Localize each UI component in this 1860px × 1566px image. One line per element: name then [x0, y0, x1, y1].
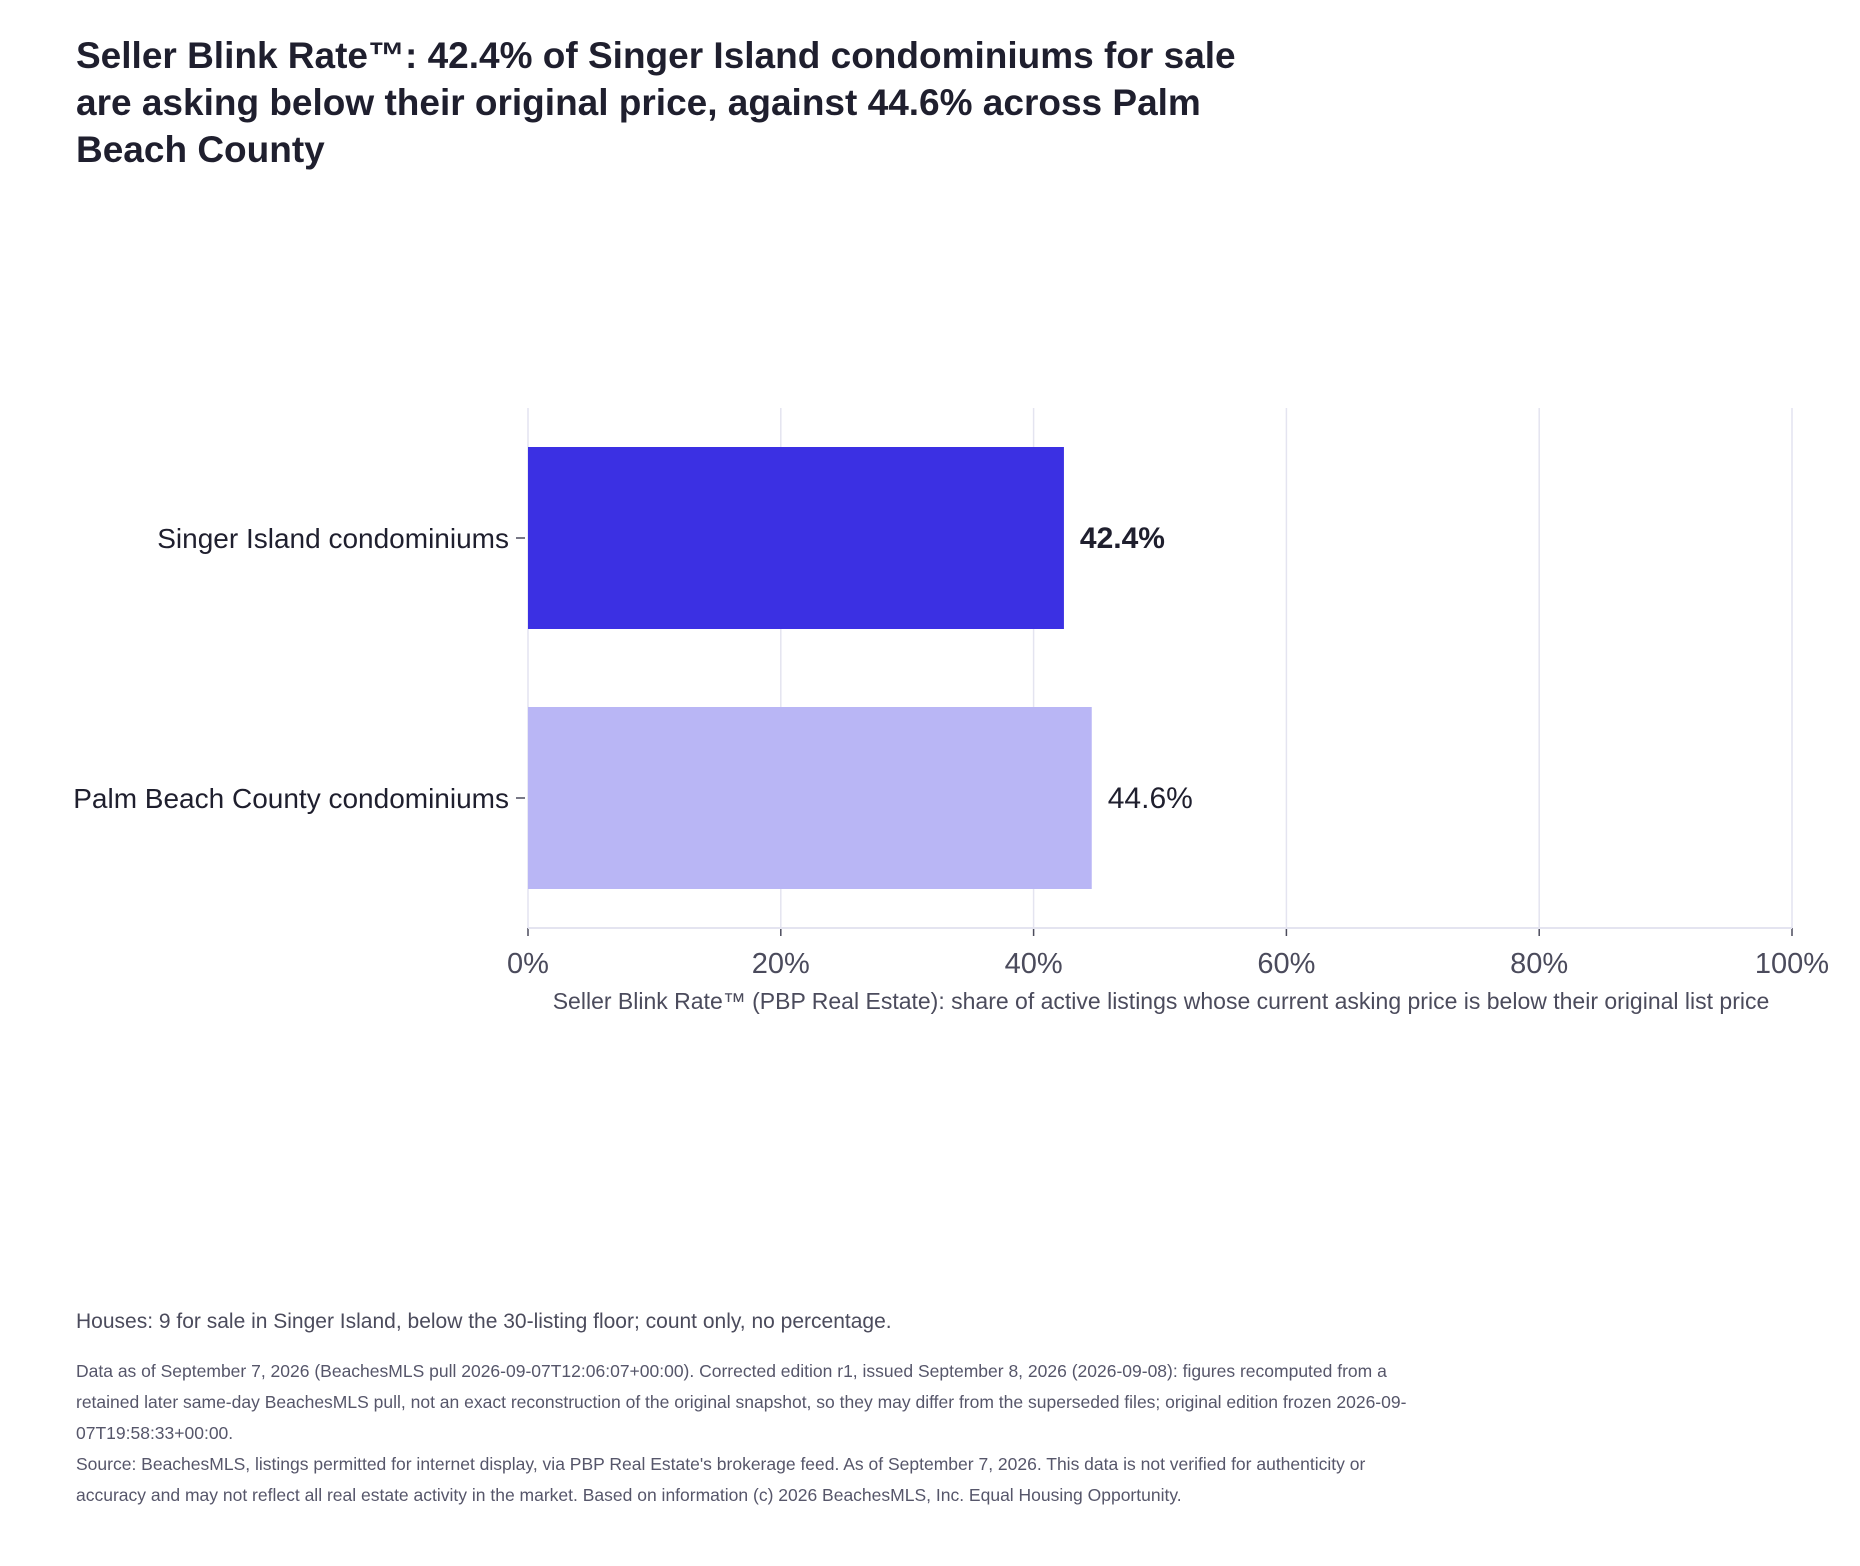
edition-note: Data as of September 7, 2026 (BeachesMLS… — [76, 1361, 1407, 1443]
category-label: Palm Beach County condominiums — [73, 783, 509, 814]
x-tick-label: 0% — [507, 948, 549, 980]
footnotes: Data as of September 7, 2026 (BeachesMLS… — [76, 1356, 1426, 1511]
x-tick-label: 80% — [1510, 948, 1568, 980]
x-tick-label: 40% — [1005, 948, 1063, 980]
value-label: 42.4% — [1080, 522, 1165, 555]
bar-chart: 42.4% 44.6% 0% 20% 40% 60% 80% 100% Singer Isla… — [73, 408, 1829, 1014]
bar-0 — [528, 447, 1064, 629]
houses-note: Houses: 9 for sale in Singer Island, bel… — [76, 1310, 892, 1333]
x-axis-label: Seller Blink Rate™ (PBP Real Estate): sh… — [553, 988, 1770, 1014]
axes: 0% 20% 40% 60% 80% 100% Singer Island condomin… — [73, 523, 1829, 980]
source-note: Source: BeachesMLS, listings permitted f… — [76, 1454, 1366, 1505]
value-label: 44.6% — [1108, 782, 1193, 815]
x-tick-label: 100% — [1755, 948, 1829, 980]
bar-1 — [528, 707, 1092, 889]
chart-title: Seller Blink Rate™: 42.4% of Singer Isla… — [76, 35, 1236, 170]
x-tick-label: 60% — [1257, 948, 1315, 980]
category-label: Singer Island condominiums — [157, 523, 509, 554]
bars: 42.4% 44.6% — [528, 447, 1193, 889]
x-tick-label: 20% — [752, 948, 810, 980]
